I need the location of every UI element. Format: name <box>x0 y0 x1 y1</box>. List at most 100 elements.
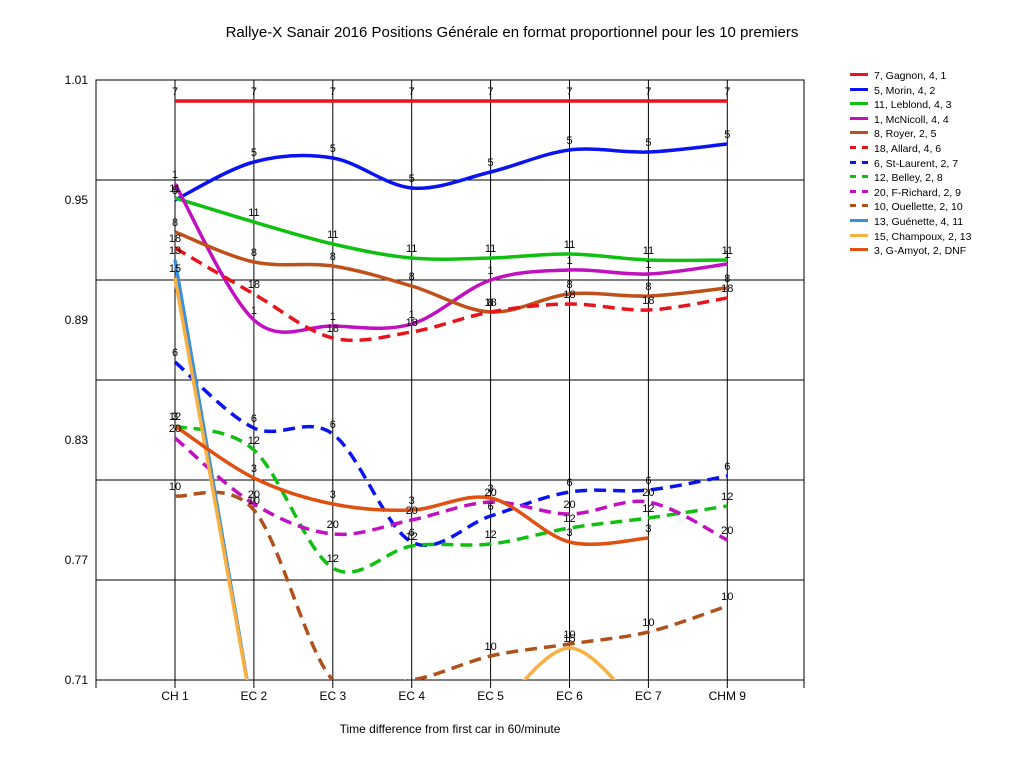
data-label: 20 <box>248 489 260 501</box>
series-line <box>174 424 728 574</box>
series-line <box>173 183 728 334</box>
data-label: 6 <box>330 419 336 431</box>
data-label: 8 <box>251 247 257 259</box>
legend-label: 7, Gagnon, 4, 1 <box>874 70 947 82</box>
y-tick-label: 0.95 <box>65 193 89 207</box>
legend-swatch <box>850 73 868 76</box>
legend-label: 13, Guénette, 4, 11 <box>874 215 964 228</box>
legend-label: 3, G-Amyot, 2, DNF <box>874 245 967 258</box>
legend-item: 3, G-Amyot, 2, DNF <box>850 245 1020 260</box>
legend-item: 8, Royer, 2, 5 <box>850 128 1020 143</box>
data-label: 12 <box>406 531 418 543</box>
data-label: 8 <box>172 217 178 229</box>
data-label: 7 <box>330 86 336 98</box>
data-label: 3 <box>409 495 415 507</box>
y-tick-label: 0.83 <box>65 433 89 447</box>
data-label: 5 <box>488 157 494 169</box>
data-label: 6 <box>488 501 494 513</box>
legend-swatch <box>850 248 868 252</box>
x-axis-label: Time difference from first car in 60/min… <box>339 722 561 736</box>
data-label: 8 <box>488 297 494 309</box>
data-label: 20 <box>721 525 733 537</box>
data-label: 12 <box>642 503 654 515</box>
x-tick-label: EC 5 <box>477 689 504 703</box>
data-label: 7 <box>409 86 415 98</box>
legend-label: 15, Champoux, 2, 13 <box>874 230 972 243</box>
data-label: 18 <box>484 297 496 309</box>
data-label: 11 <box>248 207 259 219</box>
legend-swatch <box>850 189 868 193</box>
data-label: 10 <box>721 591 733 603</box>
data-label: 1 <box>566 255 572 267</box>
data-label: 12 <box>327 553 339 565</box>
chart-title: Rallye-X Sanair 2016 Positions Générale … <box>225 24 799 41</box>
data-label: 5 <box>330 143 336 155</box>
data-label: 1 <box>251 305 257 317</box>
legend-item: 11, Leblond, 4, 3 <box>850 99 1020 114</box>
x-tick-label: EC 2 <box>241 689 268 703</box>
x-tick-label: EC 7 <box>635 689 662 703</box>
x-tick-label: CH 1 <box>161 689 189 703</box>
data-label: 12 <box>484 529 496 541</box>
legend-swatch <box>850 116 868 120</box>
legend-item: 10, Ouellette, 2, 10 <box>850 201 1020 216</box>
legend-swatch <box>850 233 868 237</box>
data-label: 8 <box>724 273 730 285</box>
data-label: 3 <box>330 489 336 501</box>
data-label: 10 <box>563 629 575 641</box>
x-tick-labels: CH 1 EC 2 EC 3 EC 4 EC 5 EC 6 EC 7 CHM 9 <box>161 689 746 703</box>
legend-item: 5, Morin, 4, 2 <box>850 85 1020 100</box>
data-label: 6 <box>409 527 415 539</box>
x-tick-label: EC 4 <box>398 689 425 703</box>
data-label: 7 <box>645 86 651 98</box>
data-label: 7 <box>724 86 730 98</box>
data-label: 1 <box>645 259 651 271</box>
data-label: 6 <box>645 475 651 487</box>
legend-swatch <box>850 175 868 179</box>
x-tick-label: EC 3 <box>319 689 346 703</box>
legend-label: 10, Ouellette, 2, 10 <box>874 201 963 214</box>
data-label: 20 <box>484 487 496 499</box>
data-label: 1 <box>409 309 415 321</box>
data-label: 20 <box>169 423 181 435</box>
legend-swatch <box>850 160 868 164</box>
data-label: 12 <box>169 411 181 423</box>
data-label: 3 <box>251 463 257 475</box>
data-label: 6 <box>172 347 178 359</box>
data-label: 18 <box>642 295 654 307</box>
legend-item: 1, McNicoll, 4, 4 <box>850 114 1020 129</box>
data-label: 1 <box>330 311 336 323</box>
data-label: 12 <box>721 491 733 503</box>
legend-label: 8, Royer, 2, 5 <box>874 128 937 141</box>
series-line <box>174 246 728 343</box>
data-label: 20 <box>563 499 575 511</box>
data-label: 5 <box>645 137 651 149</box>
legend-item: 20, F-Richard, 2, 9 <box>850 187 1020 202</box>
data-label: 8 <box>409 271 415 283</box>
legend-label: 6, St-Laurent, 2, 7 <box>874 157 959 170</box>
data-label: 7 <box>172 86 178 98</box>
data-label: 11 <box>564 239 575 251</box>
legend-label: 20, F-Richard, 2, 9 <box>874 186 961 199</box>
data-label: 15 <box>563 633 575 645</box>
legend-item: 13, Guénette, 4, 11 <box>850 216 1020 231</box>
data-label: 5 <box>172 185 178 197</box>
data-label: 11 <box>722 245 733 257</box>
data-label: 20 <box>327 519 339 531</box>
data-label: 11 <box>169 183 180 195</box>
data-label: 20 <box>642 487 654 499</box>
data-label: 18 <box>406 317 418 329</box>
legend-swatch <box>850 145 868 149</box>
legend-swatch <box>850 102 868 106</box>
data-label: 7 <box>566 86 572 98</box>
legend-label: 1, McNicoll, 4, 4 <box>874 113 949 126</box>
data-label: 3 <box>566 527 572 539</box>
data-label: 20 <box>406 505 418 517</box>
data-label: 11 <box>485 243 496 255</box>
data-label: 7 <box>251 86 257 98</box>
y-tick-labels: 1.01 0.95 0.89 0.83 0.77 0.71 <box>65 73 89 687</box>
legend-item: 7, Gagnon, 4, 1 <box>850 70 1020 85</box>
data-label: 11 <box>327 229 338 241</box>
data-label: 10 <box>248 495 260 507</box>
